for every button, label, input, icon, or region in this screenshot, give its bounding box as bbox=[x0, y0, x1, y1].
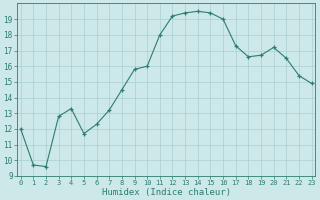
X-axis label: Humidex (Indice chaleur): Humidex (Indice chaleur) bbox=[102, 188, 231, 197]
